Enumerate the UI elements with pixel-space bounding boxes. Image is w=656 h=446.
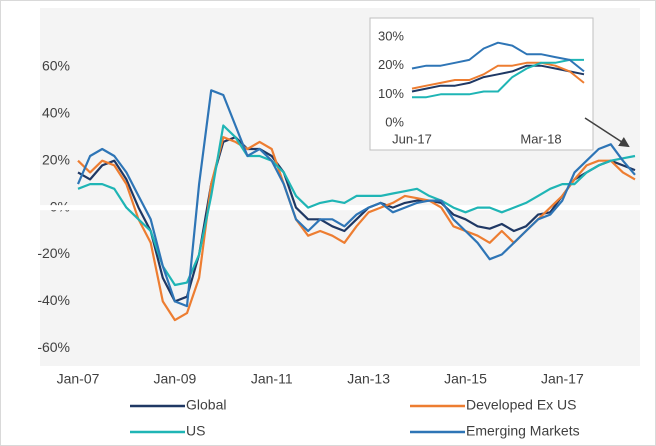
series-line (77, 136, 636, 322)
inset-frame (369, 17, 594, 151)
legend-label: Developed Ex US (466, 397, 577, 413)
x-tick-label: Jan-07 (57, 371, 100, 387)
x-tick-label: Jan-09 (153, 371, 196, 387)
series-line (411, 64, 585, 93)
inset-chart: 0% 10% 20% 30% Jun-17 Mar-18 (378, 28, 585, 146)
x-tick-label: Jun-17 (392, 131, 432, 146)
y-tick-label: -60% (37, 339, 70, 355)
y-tick-label: -20% (37, 245, 70, 261)
y-tick-label: 0% (385, 114, 404, 129)
legend-label: US (186, 423, 205, 439)
x-tick-label: Jan-11 (251, 371, 293, 387)
y-tick-label: 20% (42, 151, 70, 167)
y-tick-label: 40% (42, 104, 70, 120)
x-tick-label: Jan-13 (347, 371, 390, 387)
legend-label: Global (186, 397, 226, 413)
y-tick-label: -40% (37, 292, 70, 308)
series-line (411, 61, 585, 90)
series-line (411, 41, 585, 73)
series-line (412, 58, 584, 99)
x-tick-label: Jan-15 (444, 371, 487, 387)
x-tick-label: Mar-18 (520, 131, 561, 146)
y-tick-label: 60% (42, 58, 70, 74)
arrow (584, 117, 630, 148)
series-line (77, 136, 636, 303)
x-tick-label: Jan-17 (541, 371, 584, 387)
legend-label: Emerging Markets (466, 423, 580, 439)
main-chart: -60% -40% -20% 0% 20% 40% 60% Jan-07 Jan-09 Jan-1… (37, 58, 640, 439)
y-tick-label: 20% (378, 57, 404, 72)
y-tick-label: 10% (378, 86, 404, 101)
series-line (77, 124, 636, 287)
series-line (76, 89, 636, 308)
y-tick-label: 30% (378, 28, 404, 43)
